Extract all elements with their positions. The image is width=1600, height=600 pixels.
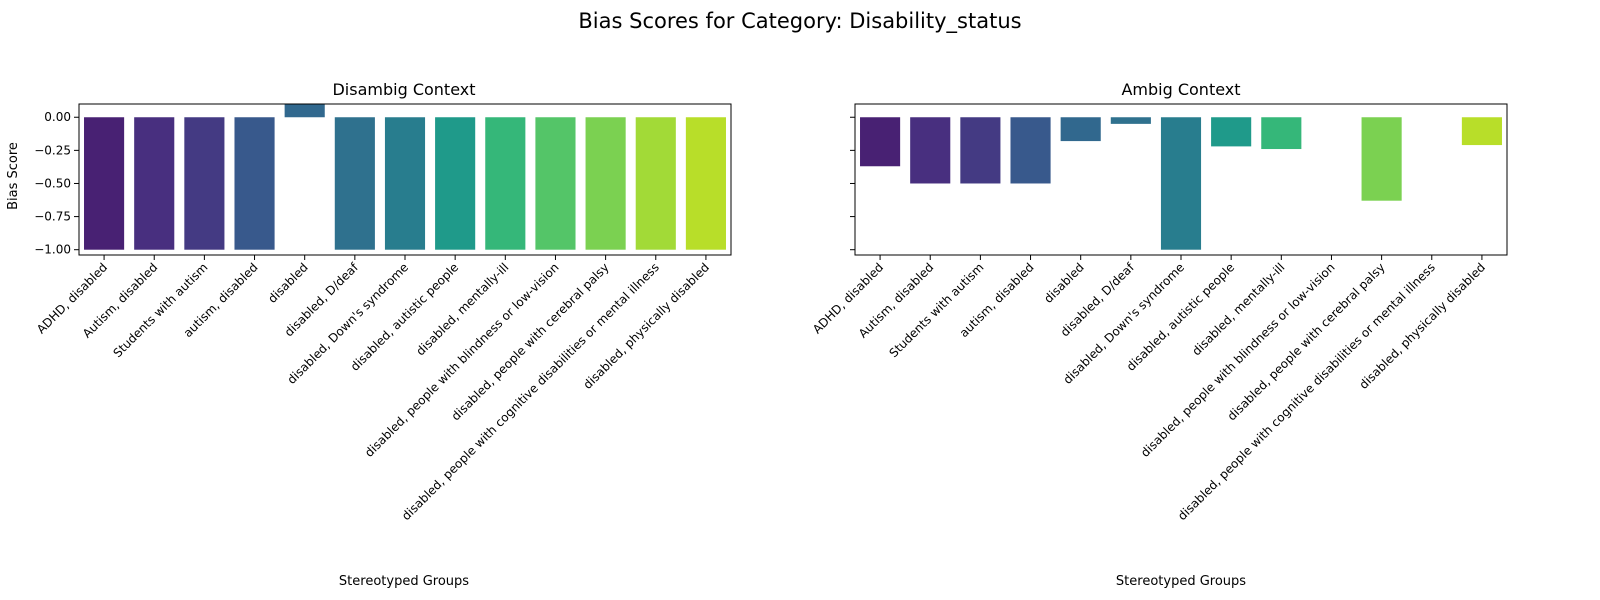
ambig-x-tick-label: Students with autism — [886, 260, 986, 360]
disambig-bar-3 — [184, 117, 225, 250]
disambig-y-axis-label: Bias Score — [6, 142, 21, 210]
disambig-bar-11 — [585, 117, 626, 250]
disambig-bar-10 — [535, 117, 576, 250]
disambig-bar-9 — [485, 117, 526, 250]
ambig-bar-5 — [1060, 117, 1101, 142]
disambig-x-tick-label: disabled, people with blindness or low-v… — [362, 260, 562, 460]
ambig-panel-title: Ambig Context — [1121, 80, 1240, 99]
disambig-y-ticks: −1.00 −0.75 −0.50 −0.25 0.00 — [34, 110, 79, 257]
disambig-y-tick-label: −0.25 — [34, 143, 71, 157]
ambig-plot-frame — [854, 103, 1508, 256]
ambig-bar-6 — [1110, 117, 1151, 124]
disambig-y-tick-label: −0.75 — [34, 210, 71, 224]
ambig-x-tick-label: disabled, people with blindness or low-v… — [1138, 260, 1338, 460]
ambig-bar-7 — [1160, 117, 1202, 250]
disambig-bar-1 — [84, 117, 125, 250]
ambig-bar-8 — [1211, 117, 1252, 147]
ambig-bars — [860, 117, 1502, 250]
ambig-bar-1 — [860, 117, 901, 167]
ambig-bar-11 — [1361, 117, 1402, 201]
ambig-bar-9 — [1261, 117, 1302, 150]
disambig-panel: Disambig Context Stereotyped Groups Bias… — [6, 80, 732, 589]
disambig-bar-2 — [134, 117, 175, 250]
ambig-x-axis-label: Stereotyped Groups — [1116, 574, 1246, 589]
disambig-bar-8 — [435, 117, 476, 250]
ambig-bar-3 — [960, 117, 1001, 184]
figure-title: Bias Scores for Category: Disability_sta… — [578, 9, 1021, 34]
disambig-bar-13 — [685, 117, 726, 250]
ambig-y-ticks — [850, 116, 855, 251]
disambig-bar-12 — [635, 117, 676, 250]
disambig-y-tick-label: −1.00 — [34, 243, 71, 257]
disambig-y-tick-label: −0.50 — [34, 176, 71, 190]
disambig-bars — [84, 104, 726, 250]
disambig-x-axis-label: Stereotyped Groups — [339, 574, 469, 589]
ambig-bar-13 — [1461, 117, 1502, 146]
ambig-panel: Ambig Context Stereotyped Groups ADHD, d… — [810, 80, 1508, 589]
disambig-x-tick-label: Students with autism — [110, 260, 210, 360]
disambig-plot-frame — [78, 103, 732, 256]
disambig-bar-4 — [234, 117, 275, 250]
disambig-bar-6 — [334, 117, 375, 250]
disambig-bar-7 — [384, 117, 426, 250]
ambig-x-tick-label: disabled, mentally-ill — [1189, 260, 1287, 358]
ambig-bar-2 — [910, 117, 951, 184]
disambig-y-tick-label: 0.00 — [44, 110, 71, 124]
ambig-bar-4 — [1010, 117, 1051, 184]
disambig-panel-title: Disambig Context — [332, 80, 475, 99]
disambig-x-tick-label: disabled, mentally-ill — [413, 260, 511, 358]
disambig-x-tick-label: disabled — [265, 260, 311, 306]
ambig-x-tick-label: disabled — [1041, 260, 1087, 306]
disambig-bar-5 — [284, 104, 325, 118]
